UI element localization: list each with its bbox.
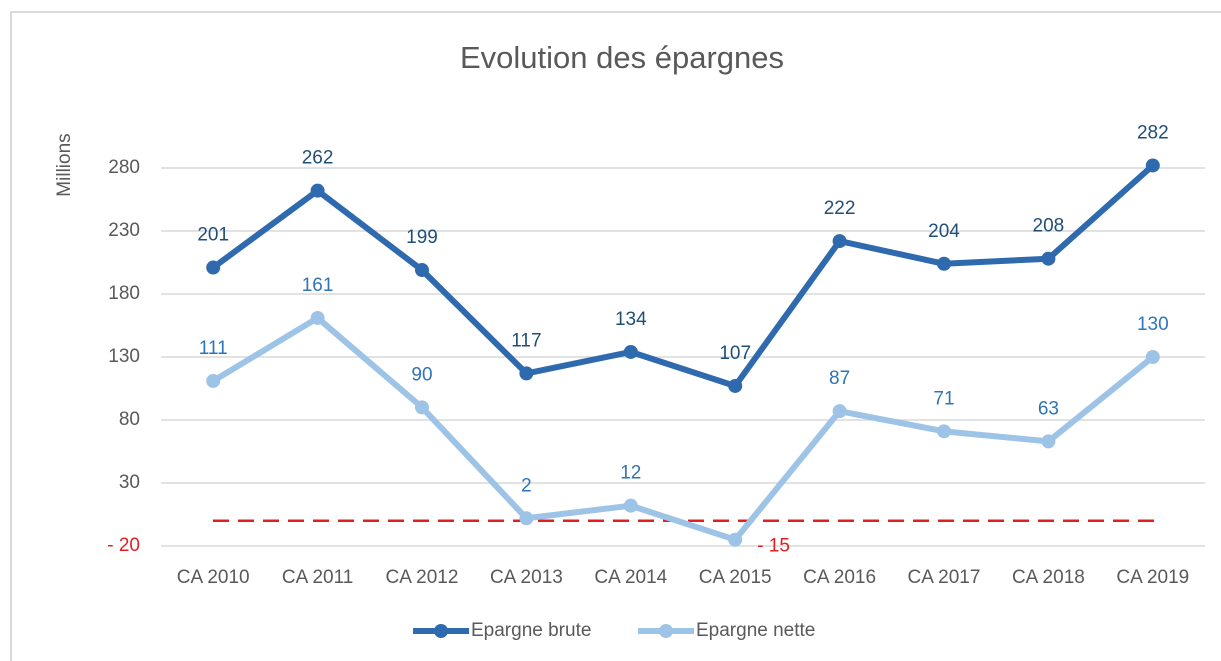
x-tick-label: CA 2012 <box>386 567 459 588</box>
y-tick-label: - 20 <box>107 535 140 556</box>
data-point <box>728 378 743 393</box>
data-point <box>519 366 534 381</box>
data-point <box>310 183 325 198</box>
data-label: 130 <box>1137 314 1169 335</box>
data-point <box>1041 434 1056 449</box>
data-point <box>206 373 221 388</box>
x-tick-label: CA 2010 <box>177 567 250 588</box>
data-label: 2 <box>521 475 532 496</box>
data-point <box>1145 350 1160 364</box>
data-label: 134 <box>615 309 647 330</box>
y-tick-label: 230 <box>108 220 140 241</box>
data-point <box>1041 251 1056 266</box>
data-label: 111 <box>199 338 228 359</box>
x-tick-label: CA 2014 <box>594 567 667 588</box>
data-label: 282 <box>1137 122 1169 143</box>
data-label: 90 <box>411 364 432 385</box>
data-point <box>832 404 847 419</box>
data-label: 63 <box>1038 398 1059 419</box>
data-point <box>623 344 638 359</box>
data-label: - 15 <box>757 536 790 557</box>
legend-marker <box>434 624 448 638</box>
data-point <box>623 498 638 513</box>
data-point <box>206 260 221 275</box>
data-point <box>519 511 534 526</box>
data-label: 208 <box>1033 216 1065 237</box>
x-tick-label: CA 2016 <box>803 567 876 588</box>
data-label: 262 <box>302 148 334 169</box>
data-label: 222 <box>824 198 856 219</box>
y-tick-label: 180 <box>108 283 140 304</box>
data-point <box>310 310 325 325</box>
y-tick-label: 30 <box>119 472 140 493</box>
data-point <box>937 424 951 439</box>
x-tick-label: CA 2019 <box>1116 567 1189 588</box>
x-tick-label: CA 2011 <box>282 567 353 588</box>
y-tick-label: 80 <box>119 409 140 430</box>
chart-frame <box>10 11 1221 661</box>
data-point <box>937 256 951 271</box>
y-tick-label: 280 <box>108 157 140 178</box>
series-line <box>211 163 1155 389</box>
legend-marker <box>659 624 673 638</box>
data-label: 161 <box>302 275 334 296</box>
data-label: 71 <box>933 388 954 409</box>
y-axis-label: Millions <box>54 133 75 196</box>
data-label: 199 <box>406 227 438 248</box>
data-label: 12 <box>620 463 641 484</box>
data-point <box>728 532 743 547</box>
data-point <box>415 263 429 278</box>
data-label: 117 <box>511 330 541 351</box>
series-line <box>211 314 1155 543</box>
y-tick-label: 130 <box>108 346 140 367</box>
data-point <box>1145 158 1160 173</box>
data-label: 107 <box>719 343 751 364</box>
data-point <box>832 234 847 249</box>
x-tick-label: CA 2013 <box>490 567 563 588</box>
data-label: 87 <box>829 368 850 389</box>
chart-title: Evolution des épargnes <box>460 40 784 75</box>
data-point <box>415 400 429 415</box>
x-tick-label: CA 2017 <box>908 567 981 588</box>
legend-label: Epargne brute <box>471 620 591 641</box>
data-label: 204 <box>928 221 960 242</box>
x-tick-label: CA 2015 <box>699 567 772 588</box>
x-tick-label: CA 2018 <box>1012 567 1085 588</box>
legend-label: Epargne nette <box>696 620 815 641</box>
data-label: 201 <box>197 225 229 246</box>
